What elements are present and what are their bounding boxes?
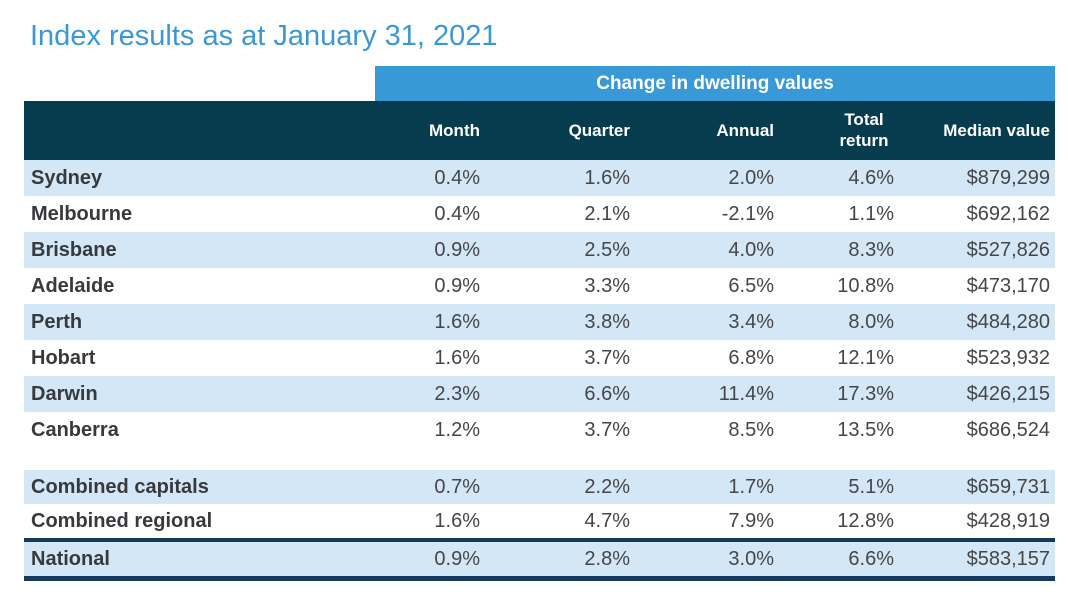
table-row: Canberra 1.2% 3.7% 8.5% 13.5% $686,524	[24, 412, 1055, 448]
cell-month: 0.9%	[434, 274, 480, 297]
row-label: Canberra	[31, 418, 119, 441]
table-row: Hobart 1.6% 3.7% 6.8% 12.1% $523,932	[24, 340, 1055, 376]
cell-total-return: 4.6%	[848, 166, 894, 189]
cell-month: 1.6%	[434, 346, 480, 369]
cell-median-value: $426,215	[966, 382, 1050, 405]
row-label: Combined capitals	[31, 475, 209, 498]
column-header-month: Month	[429, 120, 480, 140]
column-header-row: Month Quarter Annual Total return Median…	[24, 101, 1055, 160]
cell-quarter: 3.3%	[584, 274, 630, 297]
cell-month: 1.6%	[434, 310, 480, 333]
table-row: Melbourne 0.4% 2.1% -2.1% 1.1% $692,162	[24, 196, 1055, 232]
table-row: National 0.9% 2.8% 3.0% 6.6% $583,157	[24, 542, 1055, 576]
column-header-median-value: Median value	[943, 120, 1050, 140]
cell-median-value: $473,170	[966, 274, 1050, 297]
table-row: Adelaide 0.9% 3.3% 6.5% 10.8% $473,170	[24, 268, 1055, 304]
row-label: Hobart	[31, 346, 96, 369]
cell-total-return: 6.6%	[848, 547, 894, 570]
cell-total-return: 10.8%	[837, 274, 894, 297]
cell-quarter: 2.1%	[584, 202, 630, 225]
summary-rows: Combined capitals 0.7% 2.2% 1.7% 5.1% $659,73…	[24, 470, 1055, 538]
cell-total-return: 5.1%	[848, 475, 894, 498]
group-header-band: Change in dwelling values	[375, 66, 1055, 101]
cell-quarter: 3.7%	[584, 346, 630, 369]
cell-total-return: 12.1%	[837, 346, 894, 369]
row-label: Brisbane	[31, 238, 117, 261]
cell-annual: 8.5%	[728, 418, 774, 441]
cell-month: 0.7%	[434, 475, 480, 498]
cell-annual: 7.9%	[728, 509, 774, 532]
row-label: Sydney	[31, 166, 103, 189]
table-row: Sydney 0.4% 1.6% 2.0% 4.6% $879,299	[24, 160, 1055, 196]
cell-month: 1.6%	[434, 509, 480, 532]
cell-quarter: 2.5%	[584, 238, 630, 261]
cell-total-return: 8.0%	[848, 310, 894, 333]
cell-quarter: 3.8%	[584, 310, 630, 333]
table-row: Perth 1.6% 3.8% 3.4% 8.0% $484,280	[24, 304, 1055, 340]
cell-annual: 2.0%	[728, 166, 774, 189]
cell-annual: 11.4%	[718, 382, 774, 405]
cell-annual: -2.1%	[721, 202, 774, 225]
table-row: Combined regional 1.6% 4.7% 7.9% 12.8% $428,9…	[24, 504, 1055, 538]
cell-annual: 1.7%	[728, 475, 774, 498]
table-row: Combined capitals 0.7% 2.2% 1.7% 5.1% $659,73…	[24, 470, 1055, 504]
cell-total-return: 12.8%	[837, 509, 894, 532]
page-title: Index results as at January 31, 2021	[30, 20, 498, 52]
column-header-annual: Annual	[716, 120, 774, 140]
cell-quarter: 1.6%	[584, 166, 630, 189]
cell-median-value: $484,280	[966, 310, 1050, 333]
table-row: Darwin 2.3% 6.6% 11.4% 17.3% $426,215	[24, 376, 1055, 412]
cell-median-value: $523,932	[966, 346, 1050, 369]
row-label: Melbourne	[31, 202, 133, 225]
cell-median-value: $692,162	[966, 202, 1050, 225]
cell-quarter: 4.7%	[584, 509, 630, 532]
cell-annual: 6.8%	[728, 346, 774, 369]
row-label: National	[31, 547, 110, 570]
cell-month: 2.3%	[434, 382, 480, 405]
cell-median-value: $879,299	[966, 166, 1050, 189]
row-label: Perth	[31, 310, 83, 333]
cell-annual: 3.4%	[728, 310, 774, 333]
cell-quarter: 6.6%	[584, 382, 630, 405]
row-label: Adelaide	[31, 274, 115, 297]
row-label: Darwin	[31, 382, 98, 405]
cell-month: 0.4%	[434, 202, 480, 225]
column-header-total-return-label: Total return	[839, 110, 889, 150]
cell-annual: 4.0%	[728, 238, 774, 261]
cell-month: 0.9%	[434, 238, 480, 261]
national-row-wrap: National 0.9% 2.8% 3.0% 6.6% $583,157	[24, 538, 1055, 581]
cell-month: 0.4%	[434, 166, 480, 189]
cell-total-return: 8.3%	[848, 238, 894, 261]
group-header-label: Change in dwelling values	[596, 72, 834, 94]
cell-median-value: $583,157	[966, 547, 1050, 570]
cell-total-return: 1.1%	[848, 202, 894, 225]
cell-median-value: $527,826	[966, 238, 1050, 261]
cell-month: 0.9%	[434, 547, 480, 570]
cell-quarter: 2.2%	[584, 475, 630, 498]
section-gap	[24, 448, 1055, 470]
cell-median-value: $659,731	[966, 475, 1050, 498]
dwelling-values-table: Change in dwelling values Month Quarter …	[24, 66, 1055, 581]
cell-quarter: 2.8%	[584, 547, 630, 570]
cell-month: 1.2%	[434, 418, 480, 441]
cell-median-value: $686,524	[966, 418, 1050, 441]
cell-total-return: 17.3%	[837, 382, 894, 405]
cell-total-return: 13.5%	[837, 418, 894, 441]
row-label: Combined regional	[31, 509, 213, 532]
column-header-total-return: Total return	[790, 110, 906, 151]
cell-annual: 6.5%	[728, 274, 774, 297]
cell-annual: 3.0%	[728, 547, 774, 570]
cell-median-value: $428,919	[966, 509, 1050, 532]
cell-quarter: 3.7%	[584, 418, 630, 441]
city-rows: Sydney 0.4% 1.6% 2.0% 4.6% $879,299 Melbourne 0…	[24, 160, 1055, 448]
table-row: Brisbane 0.9% 2.5% 4.0% 8.3% $527,826	[24, 232, 1055, 268]
column-header-quarter: Quarter	[568, 120, 630, 140]
